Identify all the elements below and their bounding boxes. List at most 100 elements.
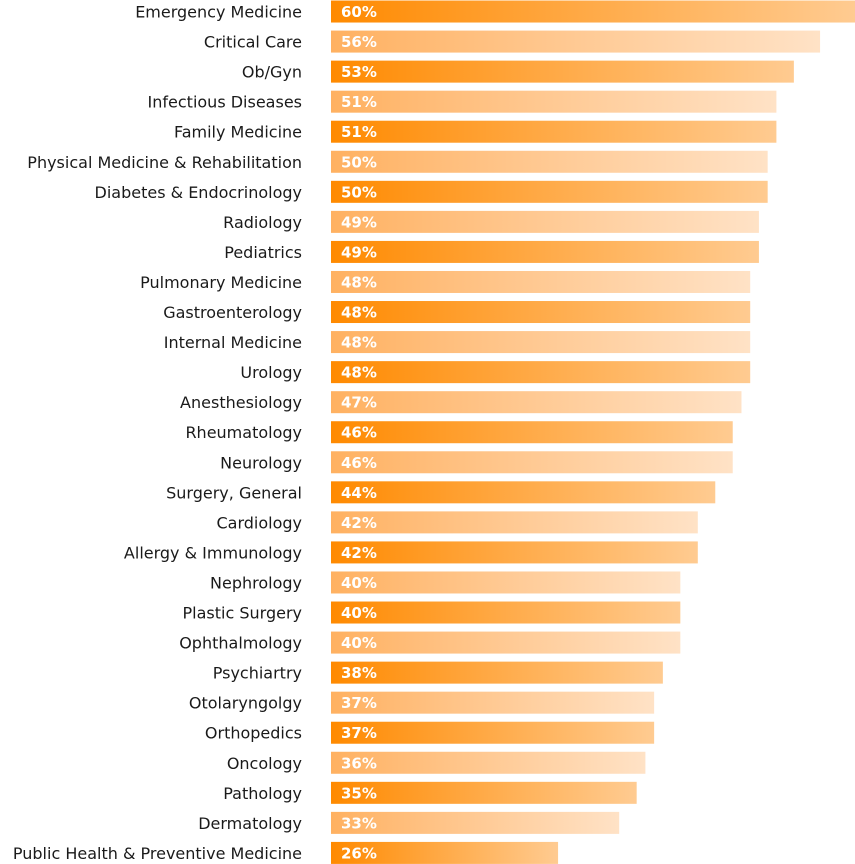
bar [331,30,821,53]
value-label: 56% [341,33,377,51]
bar [331,601,681,624]
category-label: Pediatrics [224,243,302,262]
value-label: 46% [341,424,377,442]
category-label: Oncology [227,754,302,773]
category-label: Rheumatology [185,423,302,442]
bar [331,90,777,113]
category-label: Pathology [223,784,302,803]
value-label: 35% [341,784,377,802]
bar-row: Gastroenterology 48% [163,301,751,324]
bar-row: Public Health & Preventive Medicine 26% [13,841,559,864]
bar [331,751,646,774]
value-label: 48% [341,273,377,291]
bar-row: Family Medicine 51% [174,120,777,143]
value-label: 46% [341,454,377,472]
category-label: Surgery, General [166,483,302,502]
bar [331,120,777,143]
bar [331,571,681,594]
bar-row: Orthopedics 37% [205,721,655,744]
bar [331,150,768,173]
bar-row: Cardiology 42% [216,511,698,534]
bar [331,721,655,744]
category-label: Anesthesiology [180,393,302,412]
value-label: 48% [341,334,377,352]
value-label: 50% [341,183,377,201]
bar-row: Plastic Surgery 40% [183,601,681,624]
bar-row: Surgery, General 44% [166,481,716,504]
category-label: Diabetes & Endocrinology [95,183,302,202]
bar-row: Ophthalmology 40% [179,631,681,654]
bar-row: Physical Medicine & Rehabilitation 50% [27,150,768,173]
bar [331,270,751,293]
value-label: 38% [341,664,377,682]
value-label: 42% [341,544,377,562]
bar-row: Pathology 35% [223,781,637,804]
bar [331,301,751,324]
value-label: 40% [341,604,377,622]
category-label: Neurology [220,453,302,472]
category-label: Ob/Gyn [242,63,302,82]
value-label: 53% [341,63,377,81]
bar-row: Internal Medicine 48% [164,331,751,354]
value-label: 26% [341,844,377,862]
category-label: Family Medicine [174,123,302,142]
value-label: 47% [341,394,377,412]
bars-layer: Emergency Medicine 60% Critical Care 56% Ob/… [13,0,855,864]
category-label: Ophthalmology [179,634,302,653]
bar [331,511,698,534]
bar [331,210,759,233]
bar-row: Infectious Diseases 51% [148,90,777,113]
category-label: Plastic Surgery [183,604,302,623]
value-label: 49% [341,213,377,231]
bar-row: Rheumatology 46% [185,421,733,444]
category-label: Gastroenterology [163,303,302,322]
bar-row: Ob/Gyn 53% [242,60,794,83]
bar-row: Oncology 36% [227,751,646,774]
bar [331,631,681,654]
bar [331,240,759,263]
bar-row: Psychiartry 38% [213,661,663,684]
bar-row: Neurology 46% [220,451,733,474]
category-label: Urology [240,363,302,382]
category-label: Internal Medicine [164,333,302,352]
category-label: Emergency Medicine [135,3,302,22]
value-label: 60% [341,3,377,21]
bar [331,481,716,504]
bar [331,391,742,414]
value-label: 49% [341,243,377,261]
bar [331,451,733,474]
value-label: 51% [341,93,377,111]
value-label: 40% [341,634,377,652]
value-label: 37% [341,724,377,742]
value-label: 48% [341,304,377,322]
category-label: Physical Medicine & Rehabilitation [27,153,302,172]
bar-row: Nephrology 40% [210,571,681,594]
value-label: 50% [341,153,377,171]
bar-row: Anesthesiology 47% [180,391,742,414]
bar-row: Dermatology 33% [198,811,620,834]
bar [331,421,733,444]
bar-row: Otolaryngolgy 37% [189,691,655,714]
bar-row: Pulmonary Medicine 48% [140,270,751,293]
bar-row: Critical Care 56% [204,30,821,53]
bar-row: Emergency Medicine 60% [135,0,855,23]
category-label: Radiology [223,213,302,232]
bar [331,0,855,23]
value-label: 33% [341,814,377,832]
bar [331,661,663,684]
bar-row: Radiology 49% [223,210,759,233]
category-label: Allergy & Immunology [124,543,302,562]
category-label: Orthopedics [205,724,302,743]
category-label: Critical Care [204,33,302,52]
bar [331,841,559,864]
bar [331,60,794,83]
bar [331,781,637,804]
bar [331,691,655,714]
category-label: Cardiology [216,513,302,532]
category-label: Otolaryngolgy [189,694,302,713]
bar [331,541,698,564]
value-label: 44% [341,484,377,502]
bar-row: Pediatrics 49% [224,240,759,263]
bar [331,811,620,834]
